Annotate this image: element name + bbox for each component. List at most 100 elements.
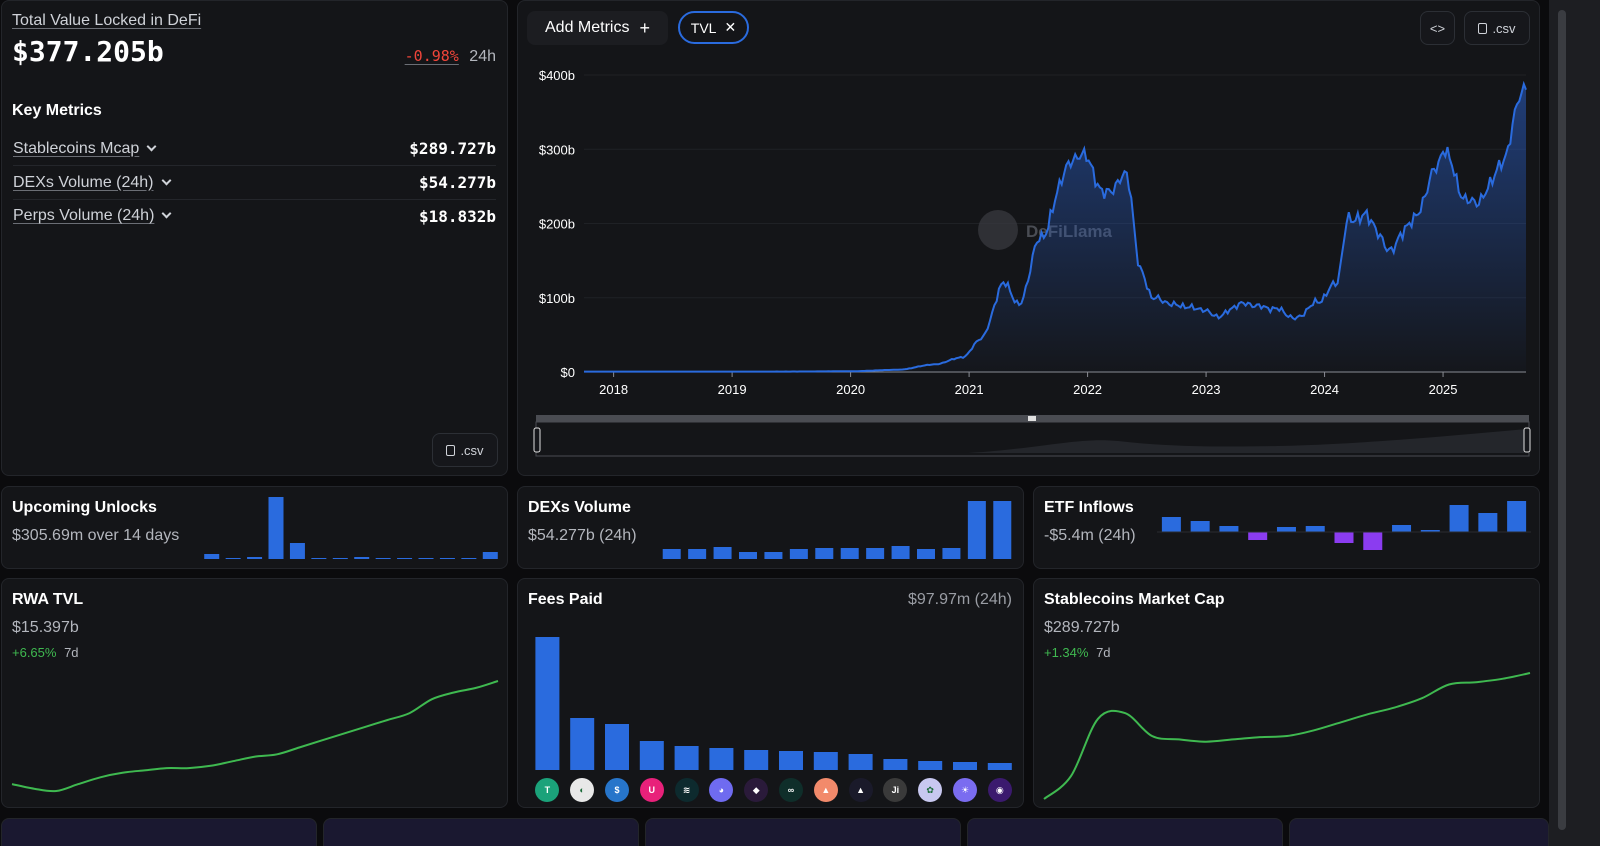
metric-row-dexs[interactable]: DEXs Volume (24h) $54.277b — [13, 166, 496, 200]
tvl-series-line — [584, 80, 1527, 373]
embed-button[interactable]: <> — [1420, 11, 1455, 45]
card-subtitle: $305.69m over 14 days — [12, 527, 180, 544]
lido-icon[interactable]: ≋ — [674, 778, 699, 802]
range-brush-right-handle[interactable] — [1523, 427, 1531, 453]
chart-csv-button[interactable]: .csv — [1464, 11, 1530, 45]
metric-row-stablecoins[interactable]: Stablecoins Mcap $289.727b — [13, 132, 496, 166]
bar — [744, 750, 769, 770]
x-tick-label: 2022 — [1073, 382, 1102, 397]
bar — [639, 741, 664, 770]
bottom-card-3[interactable] — [645, 818, 961, 846]
tvl-metric-chip[interactable]: TVL ✕ — [678, 11, 749, 44]
ethena-icon[interactable]: ▲ — [813, 778, 838, 802]
csv-label: .csv — [1492, 20, 1516, 36]
metric-row-perps[interactable]: Perps Volume (24h) $18.832b — [13, 199, 496, 233]
bar — [1363, 532, 1383, 550]
x-tick-label: 2019 — [718, 382, 747, 397]
bottom-card-5[interactable] — [1289, 818, 1549, 846]
fees-paid-card[interactable]: Fees Paid $97.97m (24h) T ◐ $ U ≋ ◕ ◆ ∞ ▲ ▲ Ji ✿ ☀ ◉ — [517, 578, 1024, 808]
bar — [815, 548, 834, 559]
tvl-value: $377.205b — [12, 35, 164, 68]
x-tick-label: 2021 — [955, 382, 984, 397]
add-metrics-button[interactable]: Add Metrics + — [527, 11, 668, 45]
fees-bar-chart — [535, 637, 1012, 770]
x-tick-label: 2023 — [1192, 382, 1221, 397]
metric-label: Stablecoins Mcap — [13, 139, 140, 157]
card-value: $289.727b — [1044, 619, 1120, 636]
bar — [1449, 505, 1469, 532]
y-tick-label: $400b — [539, 68, 575, 83]
bar — [332, 558, 348, 559]
circle-icon[interactable]: ◐ — [570, 778, 595, 802]
uniswap-icon[interactable]: U — [639, 778, 664, 802]
bar — [397, 558, 413, 559]
tether-icon[interactable]: T — [535, 778, 560, 802]
series-line — [11, 680, 499, 793]
dexs-bar-chart — [662, 501, 1012, 559]
bar — [482, 552, 498, 559]
summary-csv-button[interactable]: .csv — [432, 433, 498, 467]
dexs-volume-card[interactable]: DEXs Volume $54.277b (24h) — [517, 486, 1024, 569]
bar — [713, 547, 732, 559]
card-title: Stablecoins Market Cap — [1044, 591, 1225, 608]
bar — [688, 549, 707, 559]
bar — [987, 763, 1012, 770]
jupiter-icon[interactable]: ☀ — [953, 778, 977, 802]
tvl-change-value: -0.98% — [404, 47, 459, 65]
chevron-down-icon — [161, 208, 172, 219]
range-brush-left-handle[interactable] — [533, 427, 541, 453]
bottom-card-4[interactable] — [967, 818, 1283, 846]
bar — [866, 548, 885, 559]
bar — [605, 724, 629, 770]
chevron-down-icon — [161, 175, 171, 185]
card-change: +1.34% 7d — [1044, 645, 1111, 660]
rwa-line-chart — [11, 680, 499, 793]
bar — [204, 554, 220, 559]
range-brush-handle-center[interactable] — [1028, 416, 1036, 421]
upcoming-unlocks-card[interactable]: Upcoming Unlocks $305.69m over 14 days — [1, 486, 508, 569]
pump-icon[interactable]: ◆ — [744, 778, 769, 802]
y-tick-label: $100b — [539, 291, 575, 306]
bar — [674, 746, 699, 770]
aave-icon[interactable]: ◕ — [709, 778, 734, 802]
key-metrics-heading: Key Metrics — [12, 102, 102, 119]
rwa-tvl-card[interactable]: RWA TVL $15.397b +6.65% 7d — [1, 578, 508, 808]
bar — [1334, 532, 1354, 543]
bar — [918, 761, 943, 770]
jito-icon[interactable]: Ji — [883, 778, 908, 802]
bar — [1276, 527, 1296, 532]
bar — [311, 558, 327, 559]
bar — [813, 752, 838, 770]
code-icon: <> — [1429, 20, 1446, 36]
card-value: $97.97m (24h) — [907, 591, 1012, 608]
change-value: +6.65% — [12, 645, 57, 660]
bar — [917, 549, 935, 559]
tvl-change: -0.98% 24h — [405, 47, 496, 66]
etf-inflows-card[interactable]: ETF Inflows -$5.4m (24h) — [1033, 486, 1540, 569]
stablecoins-mcap-card[interactable]: Stablecoins Market Cap $289.727b +1.34% … — [1033, 578, 1540, 808]
card-title: DEXs Volume — [528, 499, 631, 516]
raydium-icon[interactable]: ▲ — [848, 778, 873, 802]
bar — [1248, 532, 1268, 540]
card-title: Upcoming Unlocks — [12, 499, 157, 516]
meteora-icon[interactable]: ✿ — [918, 778, 943, 802]
hyperliquid-icon[interactable]: ∞ — [779, 778, 803, 802]
tvl-title[interactable]: Total Value Locked in DeFi — [12, 12, 202, 29]
plus-icon: + — [639, 17, 650, 38]
page-scrollbar-thumb[interactable] — [1558, 10, 1566, 830]
bottom-card-1[interactable] — [1, 818, 317, 846]
add-metrics-label: Add Metrics — [545, 19, 630, 36]
change-period: 7d — [1096, 645, 1111, 660]
bottom-card-2[interactable] — [323, 818, 639, 846]
y-tick-label: $0 — [561, 365, 575, 380]
bar — [739, 552, 757, 559]
bar — [354, 557, 370, 559]
metric-label: DEXs Volume (24h) — [13, 173, 154, 191]
defillama-logo-icon — [978, 210, 1018, 250]
usdc-icon[interactable]: $ — [605, 778, 629, 802]
bar — [570, 718, 595, 770]
close-icon[interactable]: ✕ — [724, 19, 737, 35]
page-scrollbar-track[interactable] — [1549, 0, 1600, 846]
phantom-icon[interactable]: ◉ — [987, 778, 1012, 802]
bar — [1219, 526, 1239, 532]
